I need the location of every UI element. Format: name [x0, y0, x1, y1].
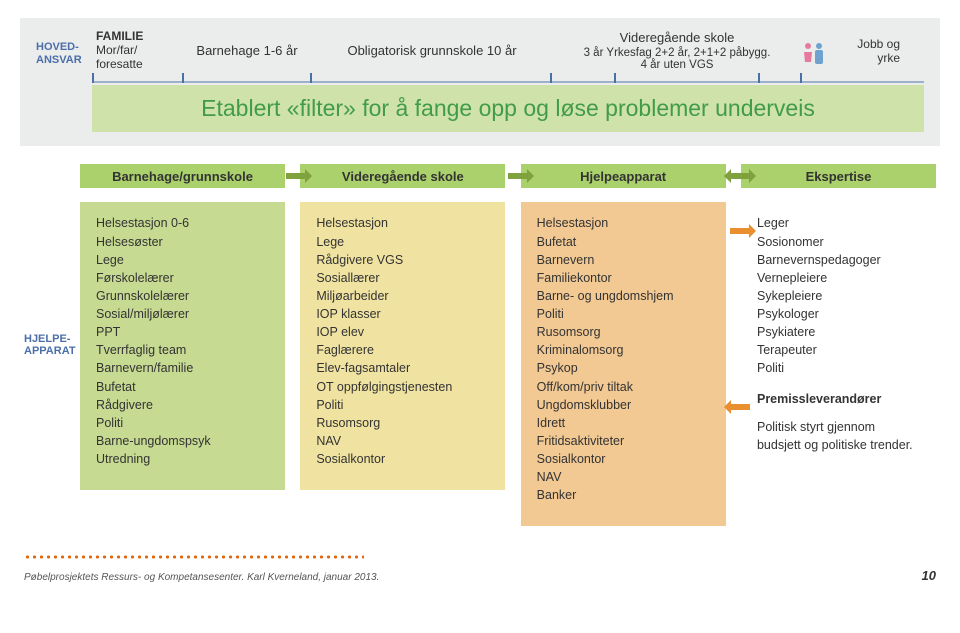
list-item: Psykiatere [757, 323, 920, 341]
list-item: Rådgivere VGS [316, 251, 489, 269]
dotted-rule [24, 554, 364, 560]
list-item: Vernepleiere [757, 269, 920, 287]
familie-upper: FAMILIE [96, 30, 143, 44]
list-item: Bufetat [96, 378, 269, 396]
list-item: Miljøarbeider [316, 287, 489, 305]
list-item: Rusomsorg [537, 323, 710, 341]
vgs-line3: 4 år uten VGS [641, 59, 714, 71]
col-heading-1: Videregående skole [300, 164, 505, 188]
list-item: Terapeuter [757, 341, 920, 359]
list-item: Grunnskolelærer [96, 287, 269, 305]
list-item: Ungdomsklubber [537, 396, 710, 414]
list-item: Sosialkontor [316, 450, 489, 468]
list-item: Utredning [96, 450, 269, 468]
list-item: Rådgivere [96, 396, 269, 414]
col-body-2: HelsestasjonBufetatBarnevernFamiliekonto… [521, 202, 726, 526]
list-item: IOP elev [316, 323, 489, 341]
orange-arrow-left [730, 404, 750, 410]
orange-arrow-right [730, 228, 750, 234]
col-hjelpeapparat: Hjelpeapparat HelsestasjonBufetatBarneve… [521, 164, 726, 526]
list-item: Elev-fagsamtaler [316, 359, 489, 377]
premiss-heading: Premissleverandører [757, 390, 920, 408]
col-heading-0: Barnehage/grunnskole [80, 164, 285, 188]
timeline-grunnskole: Obligatorisk grunnskole 10 år [312, 28, 552, 79]
page: HOVED-ANSVAR FAMILIE Mor/far/foresatte B… [0, 0, 960, 633]
list-item: Lege [96, 251, 269, 269]
col-body-1: HelsestasjonLegeRådgivere VGSSosiallærer… [300, 202, 505, 490]
col-heading-2: Hjelpeapparat [521, 164, 726, 188]
col-heading-3: Ekspertise [741, 164, 936, 188]
list-item: Tverrfaglig team [96, 341, 269, 359]
list-item: Helsestasjon [537, 214, 710, 232]
list-item: NAV [537, 468, 710, 486]
list-item: PPT [96, 323, 269, 341]
timeline-familie: FAMILIE Mor/far/foresatte [92, 28, 182, 79]
heading-connector-3 [730, 173, 750, 179]
list-item: Faglærere [316, 341, 489, 359]
list-item: Familiekontor [537, 269, 710, 287]
list-item: Politi [96, 414, 269, 432]
list-item: Banker [537, 486, 710, 504]
list-item: Sosialkontor [537, 450, 710, 468]
list-item: Leger [757, 214, 920, 232]
list-item: NAV [316, 432, 489, 450]
list-item: IOP klasser [316, 305, 489, 323]
hjelpeapparat-label: HJELPE-APPARAT [24, 164, 80, 526]
col-barnehage: Barnehage/grunnskole Helsestasjon 0-6Hel… [80, 164, 285, 526]
timeline-jobb: Jobb og yrke [802, 28, 902, 79]
timeline-vgs: Videregående skole 3 år Yrkesfag 2+2 år,… [552, 28, 802, 79]
list-item: Lege [316, 233, 489, 251]
page-number: 10 [922, 568, 936, 583]
list-item: Førskolelærer [96, 269, 269, 287]
timeline-barnehage: Barnehage 1-6 år [182, 28, 312, 79]
hovedansvar-band: HOVED-ANSVAR FAMILIE Mor/far/foresatte B… [20, 18, 940, 146]
col-vgs: Videregående skole HelsestasjonLegeRådgi… [300, 164, 505, 526]
list-item: Kriminalomsorg [537, 341, 710, 359]
list-item: Helsestasjon 0-6 [96, 214, 269, 232]
list-item: Barnevernspedagoger [757, 251, 920, 269]
list-item: OT oppfølgingstjenesten [316, 378, 489, 396]
list-item: Barne- og ungdomshjem [537, 287, 710, 305]
col-body-0: Helsestasjon 0-6HelsesøsterLegeFørskolel… [80, 202, 285, 490]
jobb-text: Jobb og yrke [832, 37, 900, 65]
list-item: Rusomsorg [316, 414, 489, 432]
vgs-line2: 3 år Yrkesfag 2+2 år, 2+1+2 påbygg. [584, 47, 771, 59]
list-item: Fritidsaktiviteter [537, 432, 710, 450]
footer-credit: Pøbelprosjektets Ressurs- og Kompetanses… [24, 572, 379, 583]
list-item: Sykepleiere [757, 287, 920, 305]
heading-connector-2 [508, 173, 528, 179]
col-body-3: LegerSosionomerBarnevernspedagogerVernep… [741, 202, 936, 476]
vgs-line1: Videregående skole [620, 30, 735, 45]
timeline: FAMILIE Mor/far/foresatte Barnehage 1-6 … [92, 28, 924, 79]
filter-banner: Etablert «filter» for å fange opp og løs… [92, 85, 924, 132]
columns-area: Barnehage/grunnskole Helsestasjon 0-6Hel… [80, 164, 936, 526]
list-item: Sosionomer [757, 233, 920, 251]
list-item: Politi [537, 305, 710, 323]
list-item: Helsesøster [96, 233, 269, 251]
list-item: Psykologer [757, 305, 920, 323]
list-item: Helsestasjon [316, 214, 489, 232]
list-item: Barne-ungdomspsyk [96, 432, 269, 450]
list-item: Off/kom/priv tiltak [537, 378, 710, 396]
footer: Pøbelprosjektets Ressurs- og Kompetanses… [24, 568, 936, 583]
hovedansvar-label: HOVED-ANSVAR [36, 41, 92, 66]
col-ekspertise: Ekspertise LegerSosionomerBarnevernspeda… [741, 164, 936, 526]
barnehage-text: Barnehage 1-6 år [196, 43, 297, 58]
list-item: Barnevern [537, 251, 710, 269]
list-item: Sosial/miljølærer [96, 305, 269, 323]
heading-connector-1 [286, 173, 306, 179]
grunnskole-text: Obligatorisk grunnskole 10 år [347, 43, 516, 58]
list-item: Idrett [537, 414, 710, 432]
trailing-note: Politisk styrt gjennom budsjett og polit… [757, 418, 920, 454]
list-item: Sosiallærer [316, 269, 489, 287]
familie-lower: Mor/far/foresatte [96, 44, 143, 72]
people-icon [802, 42, 826, 71]
list-item: Bufetat [537, 233, 710, 251]
list-item: Politi [757, 359, 920, 377]
list-item: Politi [316, 396, 489, 414]
list-item: Barnevern/familie [96, 359, 269, 377]
list-item: Psykop [537, 359, 710, 377]
